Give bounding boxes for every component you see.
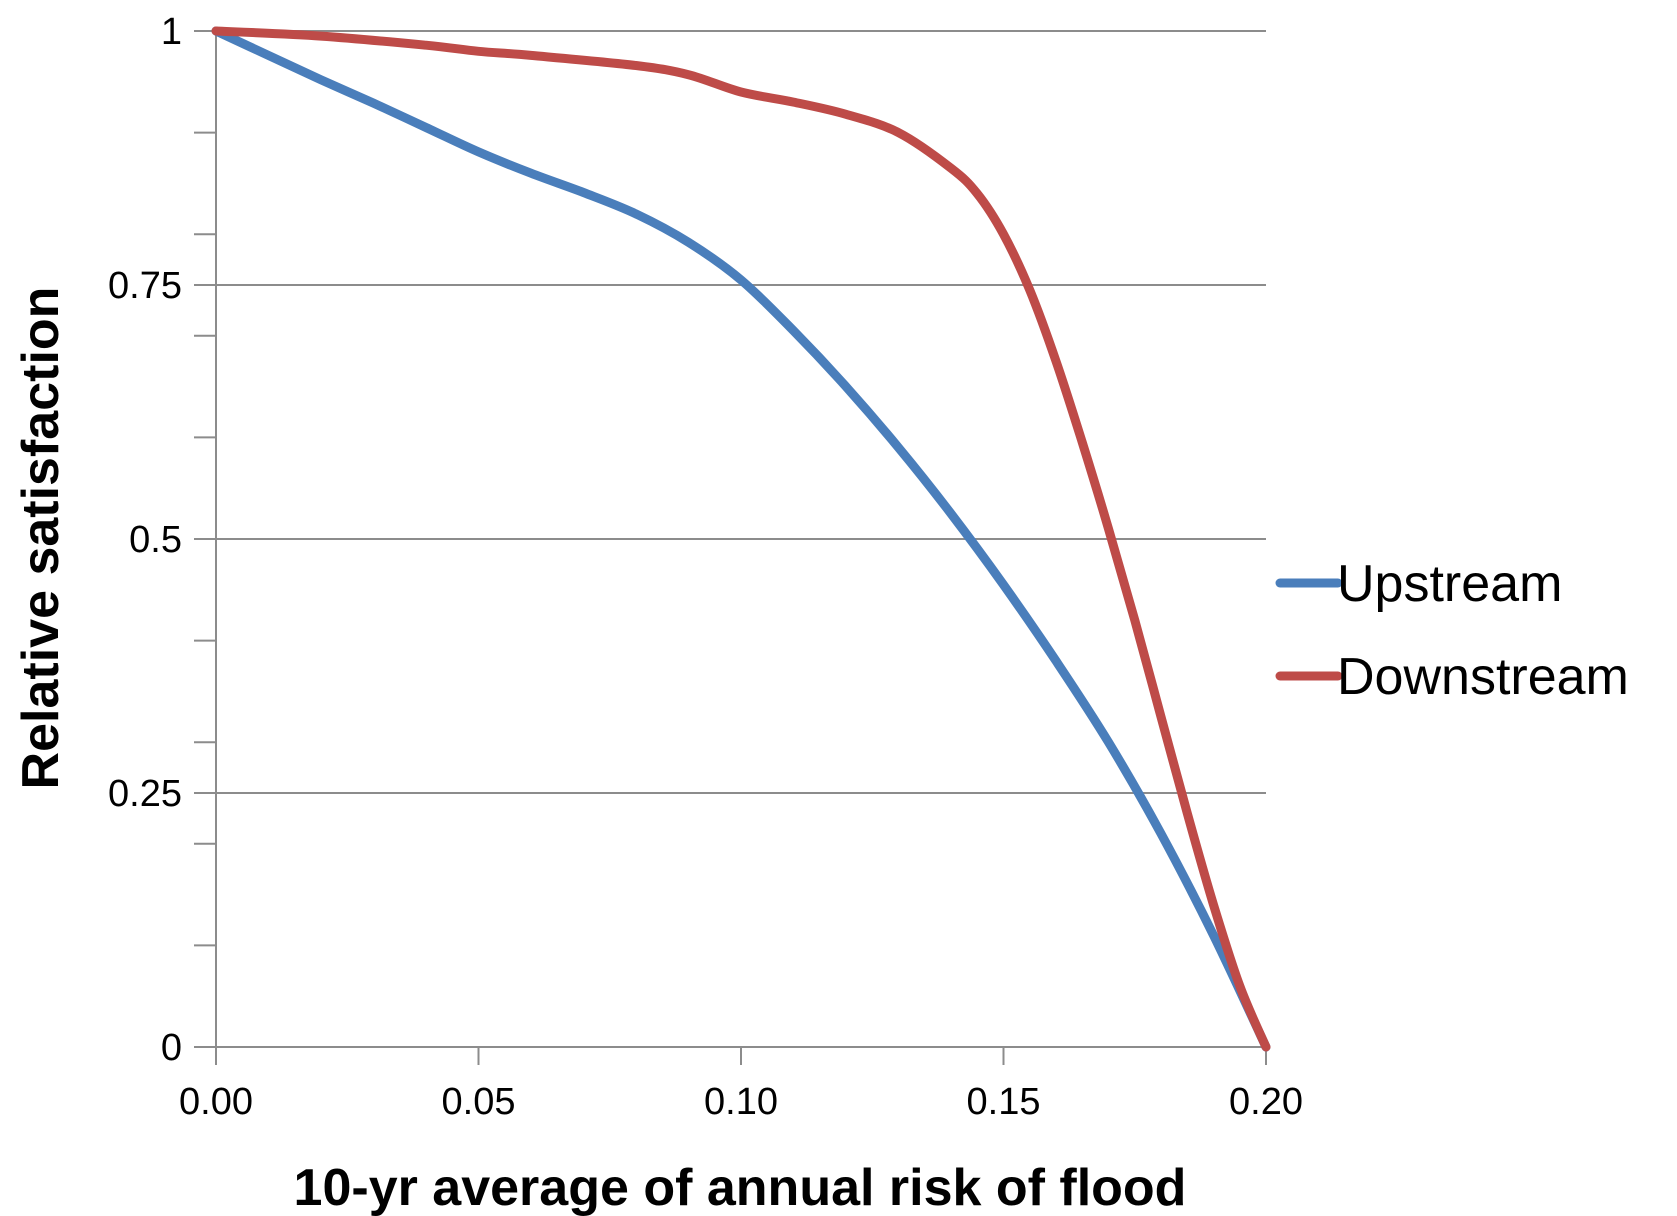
series-line-downstream (211, 26, 1271, 1052)
x-tick-label: 0.10 (704, 1081, 778, 1123)
x-tick-label: 0.00 (179, 1081, 253, 1123)
axes (194, 30, 1267, 1065)
legend-label-downstream: Downstream (1337, 648, 1629, 706)
y-tick-label: 0.5 (129, 519, 182, 561)
y-tick-label: 0 (161, 1027, 182, 1069)
tick-labels: 0 0.25 0.5 0.75 1 0.00 0.05 0.10 0.15 0.20 (108, 11, 1303, 1123)
x-tick-label: 0.20 (1229, 1081, 1303, 1123)
y-tick-label: 0.25 (108, 773, 182, 815)
y-tick-label: 0.75 (108, 265, 182, 307)
legend: Upstream Downstream (1275, 555, 1629, 706)
series-line-upstream (211, 26, 1271, 1052)
series-lines (211, 26, 1271, 1052)
legend-label-upstream: Upstream (1337, 555, 1562, 613)
x-tick-label: 0.15 (967, 1081, 1041, 1123)
gridlines (216, 30, 1266, 794)
y-axis-title: Relative satisfaction (12, 287, 70, 790)
y-tick-label: 1 (161, 11, 182, 53)
x-axis-title: 10-yr average of annual risk of flood (294, 1159, 1187, 1216)
x-tick-label: 0.05 (442, 1081, 516, 1123)
